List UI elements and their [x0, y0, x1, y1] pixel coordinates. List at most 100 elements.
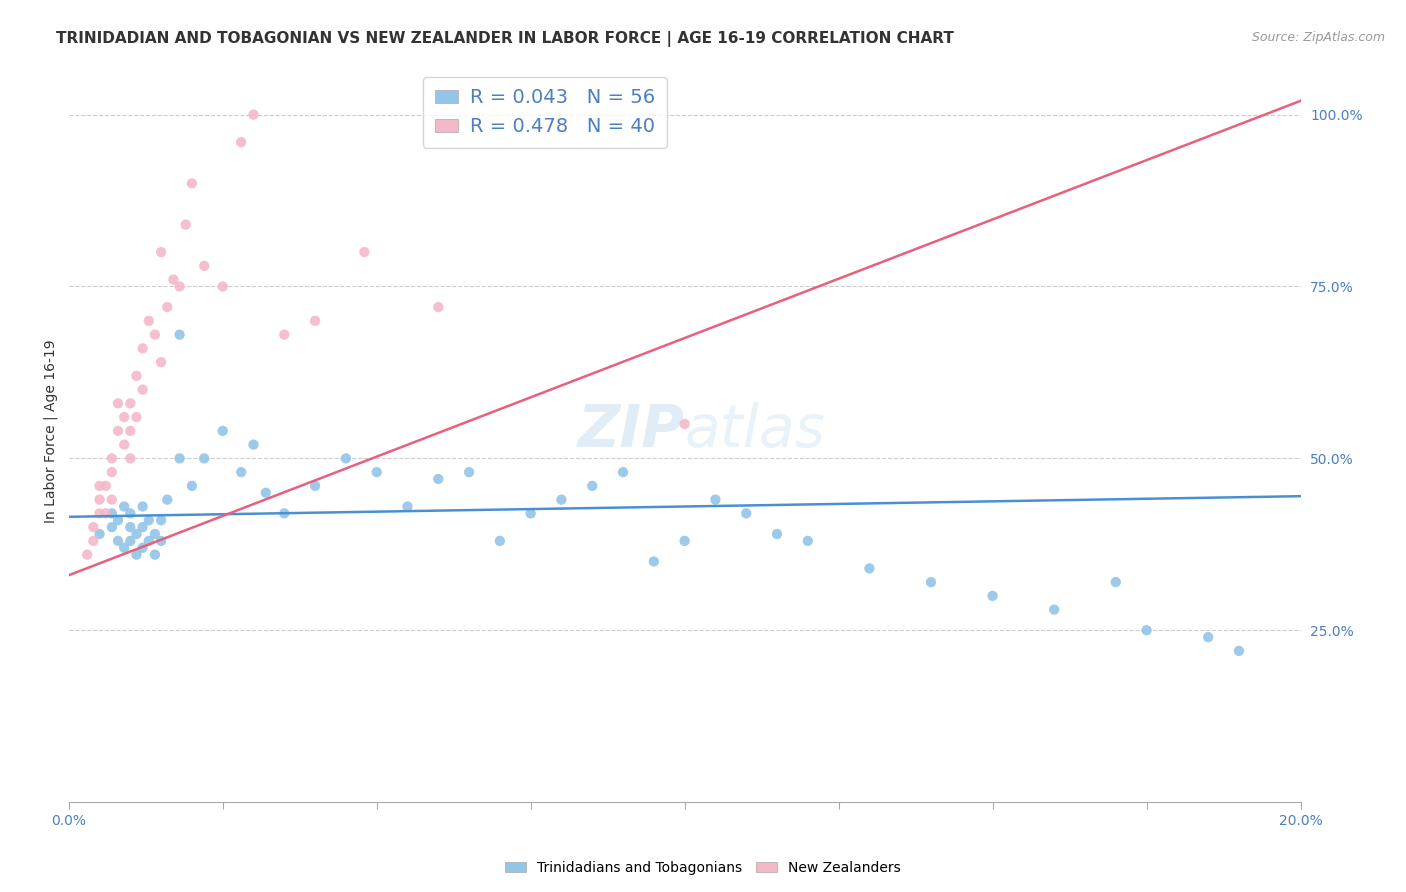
Text: ZIP: ZIP	[578, 402, 685, 459]
Point	[612, 465, 634, 479]
Point	[193, 259, 215, 273]
Point	[193, 451, 215, 466]
Point	[427, 472, 450, 486]
Point	[981, 589, 1004, 603]
Point	[396, 500, 419, 514]
Text: Source: ZipAtlas.com: Source: ZipAtlas.com	[1251, 31, 1385, 45]
Point	[101, 465, 124, 479]
Point	[858, 561, 880, 575]
Point	[143, 527, 166, 541]
Point	[131, 520, 153, 534]
Point	[920, 575, 942, 590]
Point	[107, 424, 129, 438]
Point	[273, 507, 295, 521]
Point	[101, 451, 124, 466]
Point	[581, 479, 603, 493]
Point	[156, 300, 179, 314]
Legend: R = 0.043   N = 56, R = 0.478   N = 40: R = 0.043 N = 56, R = 0.478 N = 40	[423, 77, 666, 148]
Point	[353, 245, 375, 260]
Point	[131, 383, 153, 397]
Point	[120, 424, 142, 438]
Point	[112, 541, 135, 555]
Point	[131, 342, 153, 356]
Point	[242, 107, 264, 121]
Point	[120, 451, 142, 466]
Point	[304, 314, 326, 328]
Point	[125, 410, 148, 425]
Point	[162, 272, 184, 286]
Point	[101, 507, 124, 521]
Point	[550, 492, 572, 507]
Point	[120, 396, 142, 410]
Point	[131, 500, 153, 514]
Point	[1197, 630, 1219, 644]
Point	[89, 492, 111, 507]
Point	[138, 533, 160, 548]
Point	[112, 500, 135, 514]
Point	[150, 355, 173, 369]
Point	[138, 513, 160, 527]
Point	[304, 479, 326, 493]
Point	[89, 527, 111, 541]
Point	[1043, 602, 1066, 616]
Point	[107, 396, 129, 410]
Point	[180, 177, 202, 191]
Point	[120, 533, 142, 548]
Point	[735, 507, 758, 521]
Point	[797, 533, 820, 548]
Point	[643, 554, 665, 568]
Point	[211, 424, 233, 438]
Point	[107, 533, 129, 548]
Point	[89, 479, 111, 493]
Point	[673, 417, 696, 431]
Point	[156, 492, 179, 507]
Point	[143, 327, 166, 342]
Point	[76, 548, 98, 562]
Point	[1135, 624, 1157, 638]
Text: TRINIDADIAN AND TOBAGONIAN VS NEW ZEALANDER IN LABOR FORCE | AGE 16-19 CORRELATI: TRINIDADIAN AND TOBAGONIAN VS NEW ZEALAN…	[56, 31, 955, 47]
Point	[1105, 575, 1128, 590]
Point	[150, 245, 173, 260]
Point	[120, 507, 142, 521]
Point	[169, 327, 191, 342]
Point	[766, 527, 789, 541]
Point	[101, 492, 124, 507]
Point	[101, 520, 124, 534]
Point	[169, 279, 191, 293]
Point	[82, 520, 104, 534]
Point	[180, 479, 202, 493]
Point	[131, 541, 153, 555]
Point	[125, 527, 148, 541]
Point	[335, 451, 357, 466]
Point	[458, 465, 481, 479]
Point	[94, 507, 117, 521]
Point	[673, 533, 696, 548]
Point	[1227, 644, 1250, 658]
Point	[125, 548, 148, 562]
Point	[211, 279, 233, 293]
Point	[174, 218, 197, 232]
Point	[107, 513, 129, 527]
Point	[231, 135, 253, 149]
Point	[125, 368, 148, 383]
Point	[150, 513, 173, 527]
Text: atlas: atlas	[685, 402, 825, 459]
Point	[519, 507, 541, 521]
Point	[94, 479, 117, 493]
Point	[704, 492, 727, 507]
Point	[138, 314, 160, 328]
Point	[427, 300, 450, 314]
Point	[366, 465, 388, 479]
Point	[89, 507, 111, 521]
Point	[254, 485, 277, 500]
Legend: Trinidadians and Tobagonians, New Zealanders: Trinidadians and Tobagonians, New Zealan…	[499, 855, 907, 880]
Point	[231, 465, 253, 479]
Y-axis label: In Labor Force | Age 16-19: In Labor Force | Age 16-19	[44, 339, 58, 523]
Point	[489, 533, 512, 548]
Point	[112, 437, 135, 451]
Point	[143, 548, 166, 562]
Point	[120, 520, 142, 534]
Point	[112, 410, 135, 425]
Point	[150, 533, 173, 548]
Point	[82, 533, 104, 548]
